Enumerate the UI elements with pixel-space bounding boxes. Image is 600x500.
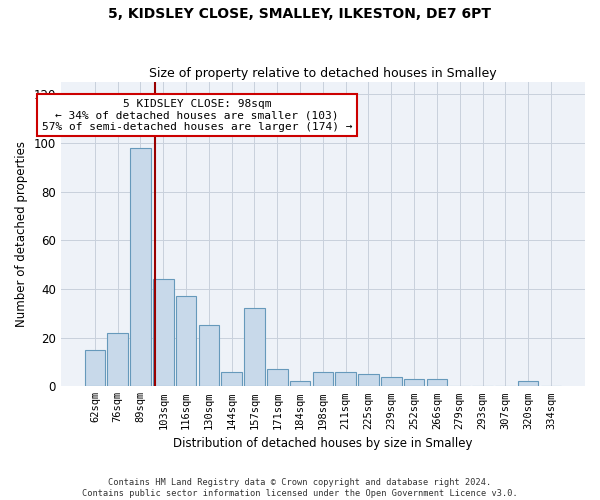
- Text: 5, KIDSLEY CLOSE, SMALLEY, ILKESTON, DE7 6PT: 5, KIDSLEY CLOSE, SMALLEY, ILKESTON, DE7…: [109, 8, 491, 22]
- Bar: [313, 372, 333, 386]
- Bar: [85, 350, 105, 387]
- X-axis label: Distribution of detached houses by size in Smalley: Distribution of detached houses by size …: [173, 437, 473, 450]
- Bar: [199, 326, 219, 386]
- Text: Contains HM Land Registry data © Crown copyright and database right 2024.
Contai: Contains HM Land Registry data © Crown c…: [82, 478, 518, 498]
- Title: Size of property relative to detached houses in Smalley: Size of property relative to detached ho…: [149, 66, 497, 80]
- Bar: [381, 376, 401, 386]
- Bar: [290, 382, 310, 386]
- Bar: [427, 379, 447, 386]
- Bar: [130, 148, 151, 386]
- Bar: [176, 296, 196, 386]
- Bar: [107, 333, 128, 386]
- Y-axis label: Number of detached properties: Number of detached properties: [15, 141, 28, 327]
- Bar: [221, 372, 242, 386]
- Bar: [335, 372, 356, 386]
- Bar: [153, 279, 173, 386]
- Bar: [518, 382, 538, 386]
- Bar: [404, 379, 424, 386]
- Text: 5 KIDSLEY CLOSE: 98sqm
← 34% of detached houses are smaller (103)
57% of semi-de: 5 KIDSLEY CLOSE: 98sqm ← 34% of detached…: [42, 99, 352, 132]
- Bar: [267, 370, 287, 386]
- Bar: [358, 374, 379, 386]
- Bar: [244, 308, 265, 386]
